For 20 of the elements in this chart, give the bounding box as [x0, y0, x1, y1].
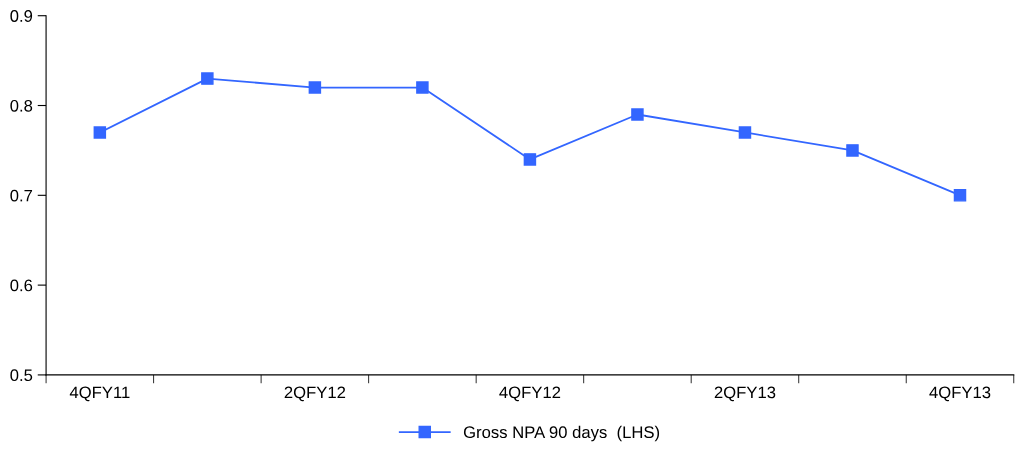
x-tick-label: 2QFY12 [284, 386, 346, 402]
x-tick-label: 4QFY13 [929, 386, 991, 402]
y-tick-label: 0.7 [10, 189, 33, 202]
point [308, 81, 322, 94]
point [953, 189, 967, 202]
point [416, 81, 429, 94]
point [93, 126, 107, 139]
y-tick-label: 0.8 [10, 99, 33, 112]
x-tick-label: 2QFY13 [714, 386, 776, 402]
point [523, 153, 537, 166]
y-tick-label: 0.5 [10, 369, 33, 382]
point [846, 144, 859, 157]
point [631, 108, 644, 121]
point [738, 126, 752, 139]
point [201, 72, 214, 85]
legend-label: Gross NPA 90 days (LHS) [463, 425, 660, 442]
y-tick-label: 0.6 [10, 279, 33, 292]
x-tick-label: 4QFY12 [499, 386, 561, 402]
y-tick-label: 0.9 [10, 10, 33, 22]
x-tick-label: 4QFY11 [69, 386, 130, 402]
